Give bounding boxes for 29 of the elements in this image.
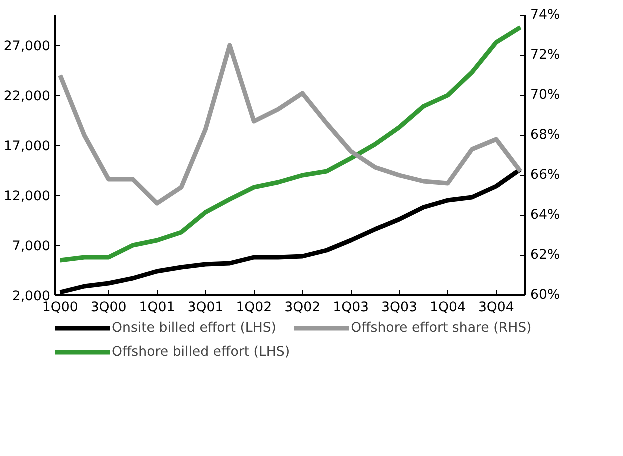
x-tick-label: 1Q04 (430, 300, 466, 316)
y-tick-label: 27,000 (4, 40, 51, 54)
y2-tick-label: 60% (530, 288, 560, 303)
line-series (58, 43, 523, 206)
legend-label: Onsite billed effort (LHS) (112, 320, 276, 336)
x-tick-label: 3Q00 (90, 300, 127, 316)
y2-tick-label: 72% (530, 48, 560, 63)
x-tick-label: 1Q01 (139, 300, 176, 316)
x-tick-label: 3Q03 (382, 300, 418, 316)
x-tick-label: 3Q01 (188, 300, 224, 316)
y-tick-label: 22,000 (4, 90, 51, 104)
y2-tick-label: 64% (530, 208, 560, 223)
y-tick-label: 12,000 (4, 190, 51, 204)
y2-tick-label: 70% (530, 88, 560, 103)
legend-label: Offshore billed effort (LHS) (112, 344, 290, 360)
y2-tick-label: 62% (530, 248, 560, 263)
y-tick-label: 7,000 (12, 240, 50, 254)
x-tick-label: 3Q04 (478, 300, 514, 316)
y2-tick-label: 74% (530, 8, 560, 23)
y2-tick-label: 68% (530, 128, 560, 143)
y-tick-label: 17,000 (4, 140, 51, 154)
line-series (58, 167, 523, 295)
line-series (58, 25, 523, 263)
y2-tick-label: 66% (530, 168, 560, 183)
x-tick-label: 3Q02 (284, 300, 321, 316)
x-tick-label: 1Q00 (42, 300, 78, 316)
x-tick-label: 1Q03 (333, 300, 370, 316)
x-tick-label: 1Q02 (236, 300, 272, 316)
legend-label: Offshore effort share (RHS) (351, 320, 532, 336)
